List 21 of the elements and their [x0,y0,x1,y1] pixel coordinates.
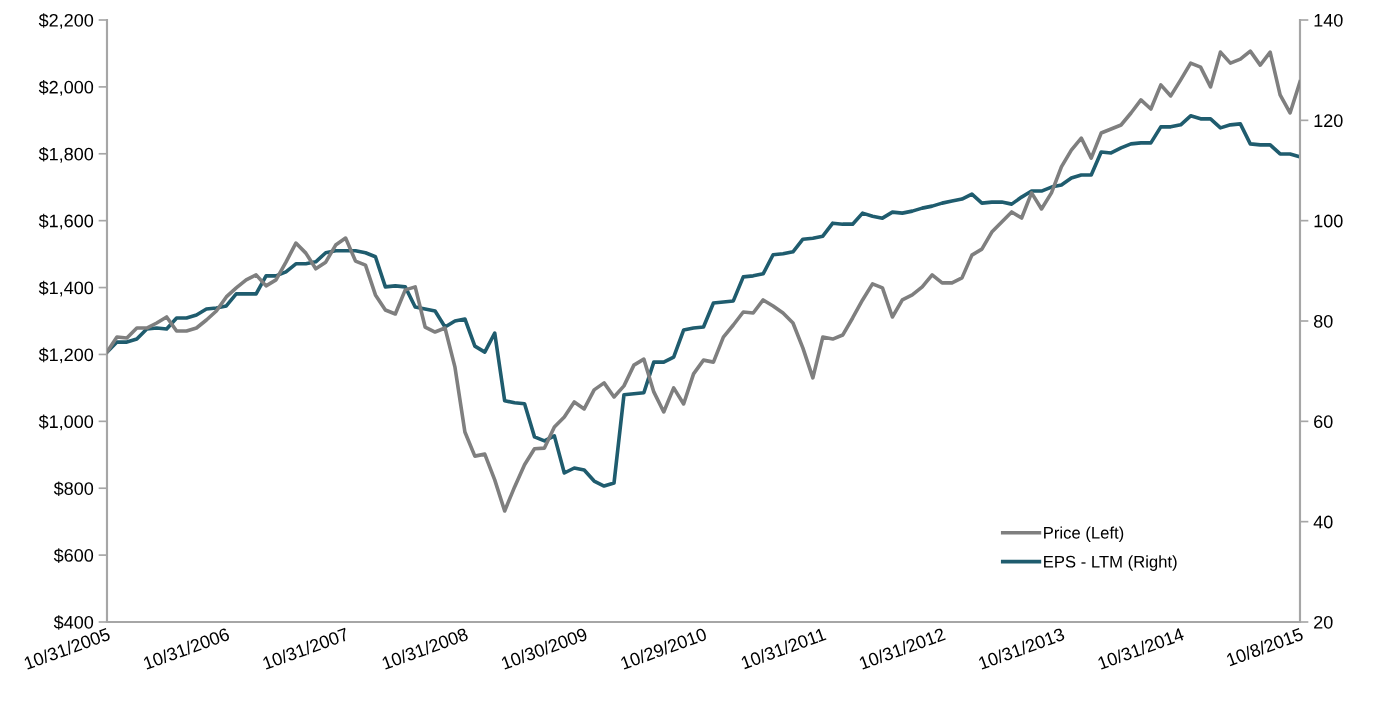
y2-tick-label: 80 [1313,314,1333,328]
y-tick-label: $1,600 [38,213,94,230]
y2-tick-label: 60 [1314,415,1333,429]
y2-tick-label: 40 [1313,515,1333,529]
y-tick-label: $2,000 [38,80,94,96]
line-series [107,49,1300,513]
y-tick-label: $400 [53,615,94,630]
y2-tick-label: 140 [1314,13,1343,27]
y-tick-label: $1,400 [38,280,94,297]
y-tick-label: $1,200 [38,347,94,364]
y2-tick-label: 100 [1314,214,1343,228]
line-series [107,114,1300,488]
legend-label: EPS - LTM (Right) [1044,555,1177,571]
y-tick-label: $1,800 [38,146,94,163]
y-tick-label: $800 [53,481,94,497]
y-tick-label: $600 [53,548,94,563]
y2-tick-label: 120 [1314,114,1343,128]
y-tick-label: $2,200 [38,13,94,29]
y-tick-label: $1,000 [38,414,94,431]
y2-tick-label: 20 [1314,615,1333,629]
legend-label: Price (Left) [1044,526,1124,542]
